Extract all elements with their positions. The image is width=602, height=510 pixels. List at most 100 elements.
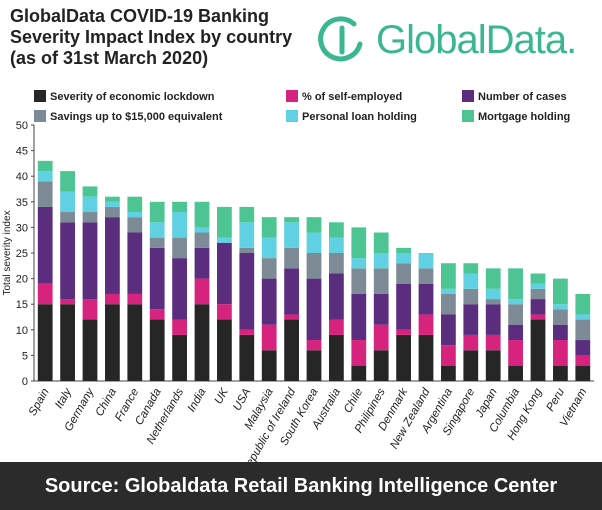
bar-segment [306,340,322,351]
bar-segment [261,217,277,238]
bar-segment [418,283,434,315]
bar-segment [261,324,277,351]
bar-segment [82,186,98,197]
y-tick-label: 0 [22,376,28,388]
bar-segment [60,191,75,213]
bar-segment [37,206,53,284]
bar-segment [396,334,411,381]
bar-segment [441,314,456,346]
bar-segment [575,340,591,356]
title-line-1: GlobalData COVID-19 Banking [10,6,270,26]
bar-segment [239,334,255,381]
y-axis-label: Total severity index [2,210,13,295]
bar-segment [373,232,389,253]
bar-segment [575,355,591,366]
bar-segment [396,247,411,253]
y-tick-label: 15 [16,299,28,311]
bar-segment [329,319,344,335]
legend-label: Personal loan holding [302,111,417,123]
bar-segment [485,304,501,335]
bar-segment [373,350,389,381]
bar-segment [37,283,53,305]
bars [37,160,591,381]
legend-label: % of self-employed [302,91,402,103]
bar-segment [127,232,143,294]
x-tick-label: Italy [53,385,75,410]
bar-segment [127,217,143,233]
bar-segment [508,268,523,300]
bar-segment [60,222,75,300]
bar-segment [463,350,479,381]
y-tick-label: 40 [16,171,28,183]
bar-segment [553,304,568,310]
axes: 0 5 10 15 20 25 30 35 40 45 50 Total severity index [2,120,594,388]
bar-segment [194,232,210,248]
bar-segment [508,324,523,341]
bar-segment [261,350,277,381]
bar-segment [37,304,53,381]
legend-swatch [34,90,46,102]
bar-segment [441,365,456,381]
bar-segment [284,247,299,269]
bar-segment [194,201,210,228]
bar-segment [149,222,165,238]
source-footer: Source: Globaldata Retail Banking Intell… [0,462,602,510]
title-line-3: (as of 31st March 2020) [10,48,209,68]
bar-segment [239,206,255,223]
bar-segment [127,212,143,218]
bar-segment [418,334,434,381]
bar-segment [149,201,165,223]
bar-segment [575,319,591,341]
x-tick-label: Peru [544,386,567,414]
bar-segment [418,253,434,269]
bar-segment [127,196,143,213]
bar-segment [530,299,546,315]
bar-segment [485,268,501,289]
title-line-2: Severity Impact Index by country [10,27,293,47]
bar-segment [194,227,210,233]
chart-area: Severity of economic lockdown % of self-e… [2,90,594,462]
bar-segment [172,212,187,238]
bar-segment [351,340,367,366]
bar-segment [172,319,187,335]
legend-swatch [286,110,298,122]
legend-swatch [462,90,474,102]
bar-segment [172,201,187,213]
bar-segment [575,293,591,315]
bar-segment [418,268,434,284]
bar-segment [284,268,299,315]
bar-segment [194,247,210,279]
bar-segment [37,171,53,182]
bar-segment [217,319,232,381]
bar-segment [60,304,75,381]
bar-segment [239,222,255,248]
bar-segment [105,196,120,202]
bar-segment [306,253,322,279]
bar-segment [194,278,210,305]
bar-segment [575,365,591,381]
legend-swatch [34,110,46,122]
bar-segment [530,288,546,300]
bar-segment [284,222,299,248]
bar-segment [194,304,210,381]
bar-segment [217,304,232,320]
bar-segment [217,242,232,305]
bar-segment [441,345,456,366]
bar-segment [149,237,165,248]
x-tick-label: USA [231,386,253,413]
bar-segment [217,237,232,243]
bar-segment [149,319,165,381]
y-tick-label: 5 [22,350,28,362]
bar-segment [284,314,299,320]
bar-segment [149,309,165,320]
bar-segment [351,365,367,381]
legend-swatch [462,110,474,122]
bar-segment [553,324,568,341]
globaldata-logo-icon [318,16,363,62]
bar-segment [485,288,501,300]
bar-segment [149,247,165,310]
bar-segment [37,160,53,172]
bar-segment [105,293,120,305]
bar-segment [60,212,75,223]
